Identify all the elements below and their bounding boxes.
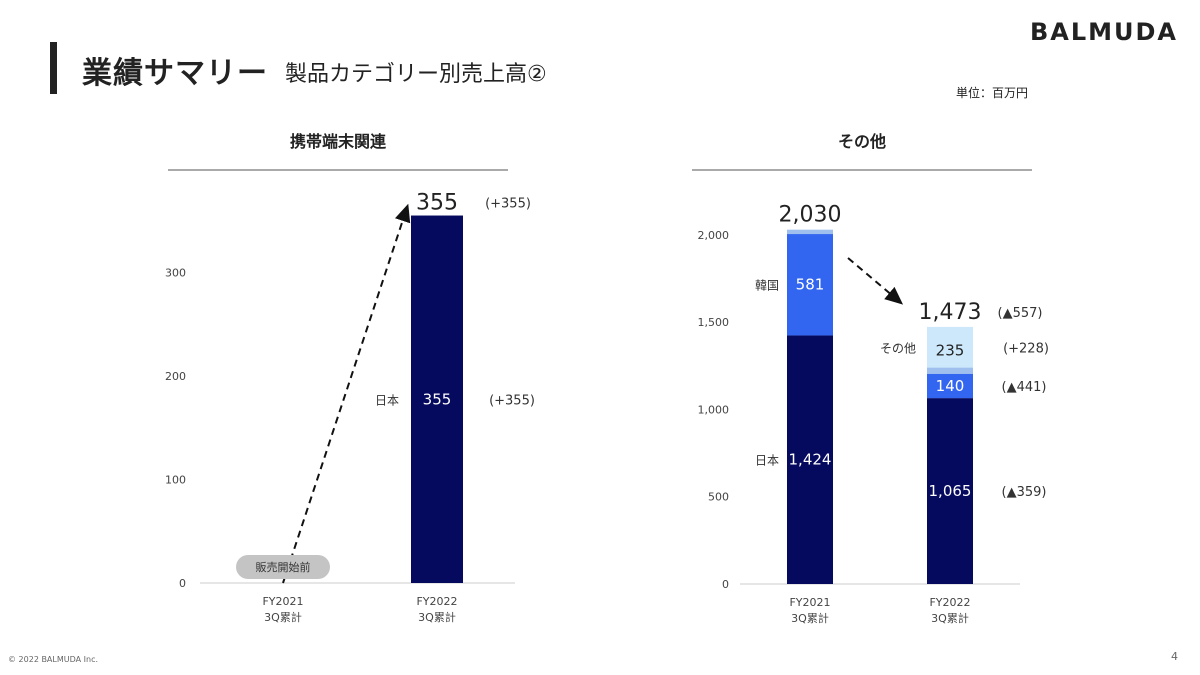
chart-title: その他 — [838, 132, 886, 151]
chart-mobile: 携帯端末関連 0 100 200 300 FY2021 3Q累計 FY2022 3Q累計 355 日… — [165, 132, 535, 624]
series-label-other: その他 — [880, 341, 916, 355]
bar-value-label: 355 — [423, 390, 452, 408]
bar-korea — [787, 234, 833, 336]
bar-korea — [927, 373, 973, 399]
x-tick-label: FY2022 3Q累計 — [416, 595, 457, 624]
not-on-sale-badge — [236, 555, 330, 579]
bar-value-label: 1,424 — [789, 451, 832, 469]
bar-value-label: 1,065 — [929, 482, 972, 500]
total-label: 1,473 — [919, 300, 982, 325]
bar-other — [787, 229, 833, 235]
title-accent-bar — [50, 42, 57, 94]
x-tick-label: FY2021 3Q累計 — [789, 596, 830, 625]
chart-other: その他 0 500 1,000 1,500 2,000 FY2021 3Q累計 FY2022 3Q… — [692, 132, 1049, 625]
growth-arrow — [282, 203, 411, 584]
chart-title: 携帯端末関連 — [290, 132, 387, 151]
series-label-japan: 日本 — [375, 393, 399, 407]
page-number: 4 — [1171, 650, 1178, 663]
y-tick-label: 0 — [722, 578, 729, 591]
page-subtitle: 製品カテゴリー別売上高② — [285, 62, 547, 87]
total-label: 355 — [416, 191, 458, 216]
series-change-label-korea: (▲441) — [1002, 380, 1047, 395]
x-tick-label: FY2021 3Q累計 — [262, 595, 303, 624]
bar-japan — [411, 215, 463, 583]
copyright: © 2022 BALMUDA Inc. — [8, 655, 99, 664]
page-title: 業績サマリー — [82, 56, 268, 91]
y-tick-label: 300 — [165, 266, 186, 279]
unit-label: 単位：百万円 — [955, 86, 1028, 100]
bar-japan — [787, 335, 833, 584]
y-tick-label: 100 — [165, 473, 186, 486]
series-label-japan: 日本 — [755, 454, 779, 468]
y-tick-label: 1,500 — [698, 316, 730, 329]
brand-logo: BALMUDA — [1029, 18, 1178, 46]
total-change-label: (▲557) — [998, 306, 1043, 321]
y-tick-label: 200 — [165, 370, 186, 383]
series-change-label: (+355) — [489, 393, 535, 408]
y-tick-label: 500 — [708, 491, 729, 504]
x-tick-label: FY2022 3Q累計 — [929, 596, 970, 625]
bar-value-label: 140 — [936, 377, 965, 395]
y-tick-label: 0 — [179, 577, 186, 590]
y-tick-label: 1,000 — [698, 403, 730, 416]
bar-value-label: 581 — [796, 276, 825, 294]
series-change-label-other: (+228) — [1003, 341, 1049, 356]
total-change-label: (+355) — [485, 197, 531, 212]
bar-value-label: 235 — [936, 341, 965, 359]
series-change-label-japan: (▲359) — [1002, 485, 1047, 500]
total-label: 2,030 — [779, 203, 842, 228]
y-tick-label: 2,000 — [698, 229, 730, 242]
bar-other — [927, 326, 973, 374]
bar-japan — [927, 398, 973, 584]
decline-arrow — [847, 257, 904, 305]
not-on-sale-label: 販売開始前 — [256, 560, 311, 574]
series-label-korea: 韓国 — [755, 279, 779, 293]
bar-other-seam — [927, 367, 973, 374]
